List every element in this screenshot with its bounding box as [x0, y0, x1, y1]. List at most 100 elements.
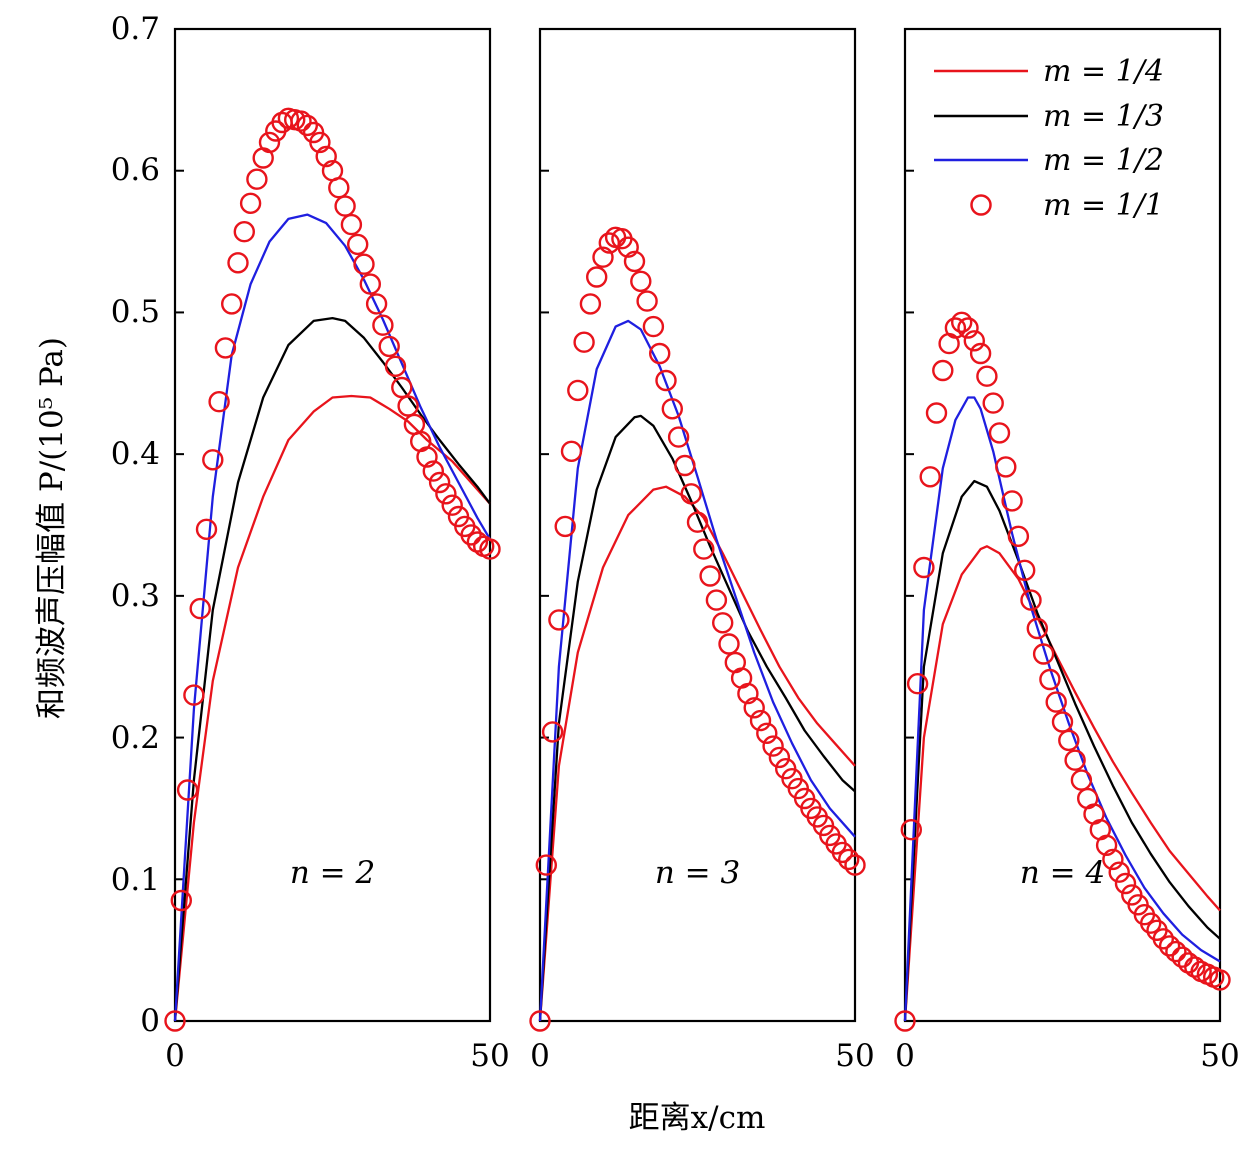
data-point-m-1-1	[422, 460, 444, 482]
data-point-m-1-1	[1020, 589, 1042, 611]
data-point-m-1-1	[680, 483, 702, 505]
series-line-m-1-3	[538, 414, 856, 1022]
panels: 0 50 n = 2 0 50 n = 3 0 50 n = 4	[164, 27, 1240, 1074]
data-point-m-1-1	[189, 597, 211, 620]
y-tick-label: 0.4	[111, 436, 160, 472]
legend-label-m-1-4: m = 1/4	[1043, 54, 1164, 89]
data-point-m-1-1	[592, 246, 614, 268]
y-axis-labels: 0 0.1 0.2 0.3 0.4 0.5 0.6 0.7	[111, 11, 160, 1039]
data-point-m-1-1	[554, 515, 576, 538]
panel-annotation: n = 4	[1020, 855, 1105, 891]
data-point-m-1-1	[674, 454, 696, 477]
legend-label-m-1-2: m = 1/2	[1043, 143, 1164, 178]
data-point-m-1-1	[1007, 525, 1030, 547]
data-point-m-1-1	[164, 1010, 186, 1032]
data-point-m-1-1	[900, 819, 922, 841]
data-point-m-1-1	[466, 531, 489, 553]
data-point-m-1-1	[906, 673, 929, 695]
data-point-m-1-1	[976, 365, 998, 387]
data-point-m-1-1	[195, 518, 218, 540]
y-tick-label: 0	[140, 1003, 160, 1039]
data-point-m-1-1	[982, 392, 1004, 414]
y-tick-label: 0.2	[111, 720, 160, 756]
data-point-m-1-1	[233, 220, 256, 243]
data-point-m-1-1	[932, 359, 954, 382]
x-tick-label: 50	[1200, 1038, 1239, 1074]
panel-1: 0 50 n = 2	[164, 27, 510, 1074]
data-point-m-1-1	[844, 854, 866, 876]
data-point-m-1-1	[170, 889, 193, 912]
data-point-m-1-1	[227, 252, 249, 274]
y-tick-label: 0.6	[111, 152, 160, 188]
data-point-m-1-1	[988, 422, 1011, 444]
data-point-m-1-1	[718, 633, 740, 655]
data-point-m-1-1	[1058, 729, 1080, 752]
series-line-m-1-3	[173, 316, 491, 1022]
y-tick-label: 0.1	[111, 862, 160, 898]
legend-marker-m-1-1	[970, 194, 992, 216]
data-point-m-1-1	[705, 589, 728, 611]
series-line-m-1-4	[538, 485, 856, 1022]
data-point-m-1-1	[315, 145, 337, 168]
data-point-m-1-1	[1013, 559, 1036, 581]
data-point-m-1-1	[460, 524, 482, 546]
data-point-m-1-1	[1158, 935, 1181, 957]
data-point-m-1-1	[1114, 872, 1137, 895]
plot-frame	[173, 27, 492, 1023]
x-tick-label: 0	[530, 1038, 550, 1074]
data-point-m-1-1	[925, 402, 948, 424]
data-point-m-1-1	[1184, 956, 1206, 978]
data-point-m-1-1	[359, 273, 381, 295]
panel-annotation: n = 3	[655, 855, 740, 891]
legend: m = 1/4 m = 1/3 m = 1/2 m = 1/1	[934, 54, 1164, 223]
data-point-m-1-1	[1209, 969, 1231, 991]
data-point-m-1-1	[1045, 691, 1067, 713]
plot-frame	[538, 27, 857, 1023]
legend-label-m-1-3: m = 1/3	[1043, 99, 1164, 134]
y-tick-label: 0.5	[111, 294, 160, 330]
data-point-m-1-1	[756, 722, 778, 744]
data-point-m-1-1	[1139, 912, 1162, 934]
series-line-m-1-4	[173, 394, 491, 1022]
data-point-m-1-1	[944, 317, 967, 339]
data-point-m-1-1	[183, 684, 205, 706]
data-point-m-1-1	[1032, 643, 1055, 665]
data-point-m-1-1	[623, 250, 646, 273]
data-point-m-1-1	[1070, 769, 1093, 791]
data-point-m-1-1	[894, 1010, 916, 1032]
data-point-m-1-1	[529, 1010, 551, 1032]
panel-2: 0 50 n = 3	[529, 27, 875, 1074]
data-point-m-1-1	[258, 131, 281, 154]
data-point-m-1-1	[309, 131, 331, 154]
data-point-m-1-1	[428, 471, 451, 494]
data-point-m-1-1	[737, 682, 759, 705]
data-point-m-1-1	[1165, 940, 1187, 963]
data-point-m-1-1	[397, 395, 419, 417]
data-point-m-1-1	[1001, 490, 1023, 512]
data-point-m-1-1	[1152, 928, 1175, 950]
data-point-m-1-1	[416, 446, 438, 468]
data-point-m-1-1	[176, 779, 199, 801]
data-point-m-1-1	[372, 314, 394, 336]
data-point-m-1-1	[535, 854, 557, 876]
data-point-m-1-1	[560, 440, 583, 462]
data-point-m-1-1	[913, 556, 935, 579]
legend-label-m-1-1: m = 1/1	[1043, 188, 1164, 223]
data-point-m-1-1	[686, 511, 709, 533]
data-point-m-1-1	[214, 337, 237, 359]
data-point-m-1-1	[541, 721, 564, 743]
data-point-m-1-1	[296, 114, 318, 137]
data-point-m-1-1	[567, 379, 589, 402]
data-point-m-1-1	[353, 253, 375, 275]
data-point-m-1-1	[239, 192, 262, 215]
data-point-m-1-1	[649, 342, 671, 365]
plot-frame	[903, 27, 1222, 1023]
x-axis-title: 距离x/cm	[629, 1100, 766, 1136]
data-point-m-1-1	[642, 315, 665, 338]
data-point-m-1-1	[951, 311, 973, 333]
data-point-m-1-1	[548, 609, 570, 631]
x-tick-label: 0	[165, 1038, 185, 1074]
data-point-m-1-1	[749, 709, 772, 732]
data-point-m-1-1	[636, 290, 658, 312]
